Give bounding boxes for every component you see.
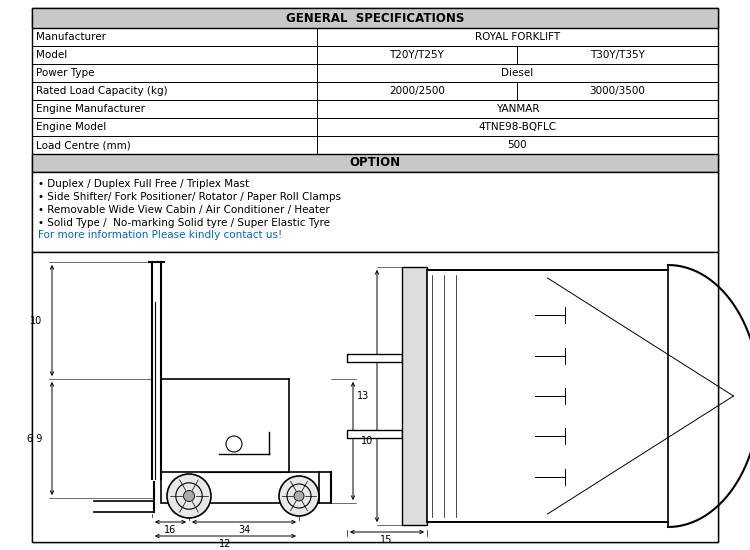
Bar <box>161 472 319 503</box>
Text: 3000/3500: 3000/3500 <box>590 86 646 96</box>
Text: For more information Please kindly contact us!: For more information Please kindly conta… <box>38 230 282 240</box>
Text: 15: 15 <box>380 535 392 545</box>
Circle shape <box>167 474 211 518</box>
Text: Engine Model: Engine Model <box>36 122 106 132</box>
Bar <box>32 252 718 542</box>
Text: • Duplex / Duplex Full Free / Triplex Mast: • Duplex / Duplex Full Free / Triplex Ma… <box>38 179 249 189</box>
Text: 500: 500 <box>508 140 527 150</box>
Bar <box>32 8 718 28</box>
Text: 12: 12 <box>219 539 232 549</box>
Text: ROYAL FORKLIFT: ROYAL FORKLIFT <box>475 32 560 42</box>
Text: Diesel: Diesel <box>501 68 533 78</box>
Text: • Solid Type /  No-marking Solid tyre / Super Elastic Tyre: • Solid Type / No-marking Solid tyre / S… <box>38 218 330 228</box>
Text: 6 9: 6 9 <box>27 433 42 443</box>
Text: 18: 18 <box>0 549 1 550</box>
Bar <box>402 267 427 525</box>
Text: Load Centre (mm): Load Centre (mm) <box>36 140 130 150</box>
Text: 10: 10 <box>30 316 42 326</box>
Bar <box>347 430 402 437</box>
Text: 2000/2500: 2000/2500 <box>389 86 445 96</box>
Bar <box>427 270 668 522</box>
Text: YANMAR: YANMAR <box>496 104 539 114</box>
Text: 13: 13 <box>357 391 369 401</box>
Circle shape <box>279 476 319 516</box>
Text: 16: 16 <box>164 525 177 535</box>
Text: 10: 10 <box>361 436 374 446</box>
Bar <box>32 154 718 172</box>
Text: Power Type: Power Type <box>36 68 94 78</box>
Text: Manufacturer: Manufacturer <box>36 32 106 42</box>
Text: GENERAL  SPECIFICATIONS: GENERAL SPECIFICATIONS <box>286 12 464 25</box>
Text: T20Y/T25Y: T20Y/T25Y <box>389 50 444 60</box>
Text: • Removable Wide View Cabin / Air Conditioner / Heater: • Removable Wide View Cabin / Air Condit… <box>38 205 330 215</box>
Text: Model: Model <box>36 50 68 60</box>
Text: 4TNE98-BQFLC: 4TNE98-BQFLC <box>478 122 556 132</box>
Text: Engine Manufacturer: Engine Manufacturer <box>36 104 145 114</box>
Text: 34: 34 <box>238 525 250 535</box>
Circle shape <box>294 491 304 501</box>
Text: Rated Load Capacity (kg): Rated Load Capacity (kg) <box>36 86 168 96</box>
Bar <box>347 355 402 362</box>
Text: T30Y/T35Y: T30Y/T35Y <box>590 50 645 60</box>
Text: • Side Shifter/ Fork Positioner/ Rotator / Paper Roll Clamps: • Side Shifter/ Fork Positioner/ Rotator… <box>38 192 341 202</box>
Circle shape <box>184 491 194 502</box>
Bar <box>32 172 718 252</box>
Text: OPTION: OPTION <box>350 157 400 169</box>
